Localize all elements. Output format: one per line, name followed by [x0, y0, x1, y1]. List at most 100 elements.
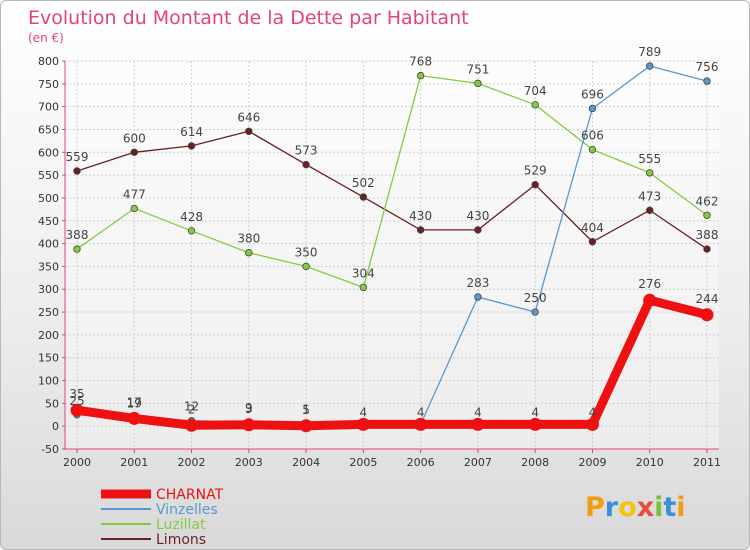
data-label-charnat: 35 — [69, 387, 84, 401]
x-tick-label: 2006 — [407, 456, 435, 469]
data-label-luzillat: 606 — [581, 129, 604, 143]
data-point-charnat — [242, 418, 256, 432]
data-label-charnat: 4 — [589, 405, 597, 419]
data-label-vinzelles: 756 — [696, 60, 719, 74]
data-point-charnat — [528, 417, 542, 431]
data-point-luzillat — [416, 71, 425, 80]
data-label-charnat: 2 — [188, 402, 196, 416]
data-label-limons: 502 — [352, 176, 375, 190]
data-point-vinzelles — [474, 293, 482, 301]
plot-area — [65, 61, 719, 449]
data-label-luzillat: 477 — [123, 187, 146, 201]
data-label-charnat: 276 — [638, 277, 661, 291]
data-label-vinzelles: 789 — [638, 45, 661, 59]
data-point-vinzelles — [588, 104, 597, 113]
data-point-charnat — [356, 417, 370, 431]
data-label-luzillat: 428 — [180, 210, 203, 224]
legend-label-luzillat: Luzillat — [156, 517, 206, 533]
data-point-charnat — [299, 419, 313, 433]
y-tick-label: 300 — [38, 283, 59, 296]
x-tick-label: 2007 — [464, 456, 492, 469]
data-label-limons: 573 — [295, 144, 318, 158]
y-tick-label: 600 — [38, 146, 59, 159]
data-label-vinzelles: 250 — [524, 291, 547, 305]
legend-label-vinzelles: Vinzelles — [156, 502, 218, 518]
data-point-luzillat — [474, 79, 482, 88]
logo-letter: o — [618, 492, 637, 523]
y-tick-label: 750 — [38, 78, 59, 91]
x-tick-label: 2011 — [693, 456, 721, 469]
data-point-charnat — [643, 293, 657, 307]
data-point-luzillat — [245, 249, 253, 257]
data-label-charnat: 1 — [302, 403, 310, 417]
logo-letter: x — [637, 492, 654, 523]
data-label-luzillat: 350 — [295, 245, 318, 259]
x-tick-label: 2000 — [63, 456, 91, 469]
y-tick-label: 150 — [38, 352, 59, 365]
y-tick-label: 350 — [38, 260, 59, 273]
data-label-luzillat: 555 — [638, 152, 661, 166]
logo-letter: i — [654, 492, 663, 523]
data-point-luzillat — [703, 211, 711, 219]
data-point-limons — [646, 206, 654, 214]
data-point-limons — [359, 193, 368, 201]
data-label-charnat: 17 — [127, 395, 142, 409]
data-point-charnat — [414, 417, 428, 431]
data-label-charnat: 3 — [245, 402, 253, 416]
x-tick-label: 2009 — [578, 456, 606, 469]
data-point-limons — [130, 148, 138, 156]
logo-letter: r — [605, 492, 619, 523]
data-point-luzillat — [646, 169, 654, 177]
data-point-limons — [73, 167, 81, 175]
data-label-charnat: 244 — [696, 292, 719, 306]
data-point-vinzelles — [703, 77, 711, 85]
data-point-charnat — [127, 411, 141, 425]
data-point-limons — [416, 226, 425, 234]
series-line-limons — [76, 130, 708, 250]
y-tick-label: 0 — [52, 420, 59, 433]
data-label-limons: 529 — [524, 164, 547, 178]
data-label-limons: 473 — [638, 189, 661, 203]
x-tick-label: 2005 — [349, 456, 377, 469]
data-point-luzillat — [130, 204, 138, 213]
data-point-luzillat — [73, 245, 81, 253]
y-tick-label: -50 — [41, 443, 59, 456]
data-point-vinzelles — [531, 308, 539, 316]
data-label-limons: 404 — [581, 221, 604, 235]
data-label-vinzelles: 283 — [466, 276, 489, 290]
data-point-luzillat — [531, 101, 539, 109]
y-tick-label: 400 — [38, 238, 59, 251]
y-tick-label: 500 — [38, 192, 59, 205]
data-point-limons — [588, 238, 597, 246]
y-tick-label: 50 — [45, 397, 59, 410]
data-point-charnat — [585, 417, 599, 431]
data-label-luzillat: 388 — [66, 228, 89, 242]
series-line-luzillat — [76, 74, 708, 289]
data-point-limons — [245, 127, 253, 135]
data-point-luzillat — [359, 283, 368, 292]
data-point-charnat — [70, 403, 84, 417]
data-label-charnat: 4 — [360, 405, 368, 419]
y-tick-label: 650 — [38, 123, 59, 136]
x-tick-label: 2008 — [521, 456, 549, 469]
proxiti-logo: Proxiti — [585, 492, 686, 523]
data-point-limons — [474, 226, 482, 234]
y-tick-label: 100 — [38, 375, 59, 388]
data-label-vinzelles: 25 — [69, 394, 84, 408]
legend-label-charnat: CHARNAT — [156, 487, 224, 503]
data-point-limons — [531, 181, 539, 189]
logo-letter: P — [585, 492, 605, 523]
data-label-vinzelles: 5 — [302, 403, 310, 417]
logo-letter: i — [676, 492, 685, 523]
legend-label-limons: Limons — [156, 532, 206, 548]
data-point-luzillat — [588, 145, 597, 154]
data-point-vinzelles — [646, 62, 654, 70]
data-label-luzillat: 380 — [237, 232, 260, 246]
data-point-luzillat — [302, 262, 310, 271]
y-tick-label: 550 — [38, 169, 59, 182]
data-label-charnat: 4 — [474, 405, 482, 419]
data-label-vinzelles: 12 — [184, 400, 199, 414]
data-label-limons: 646 — [237, 110, 260, 124]
data-point-limons — [187, 142, 196, 150]
